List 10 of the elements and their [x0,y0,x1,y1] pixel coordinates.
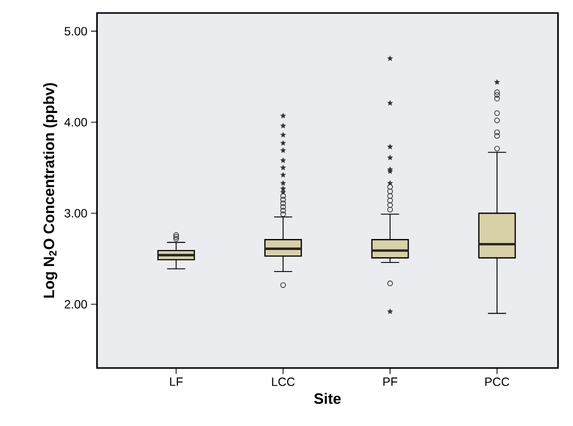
y-tick-label: 4.00 [64,118,87,126]
x-tick-label: LCC [272,378,295,386]
y-axis-title: Log N$_{2}$O Concentration (ppbv) [43,83,58,298]
y-tick-label: 2.00 [64,300,87,309]
x-tick-label: PF [383,378,398,386]
x-tick-label: LF [170,378,183,386]
x-tick-label: PCC [485,378,510,386]
x-axis-title: Site [314,392,341,404]
y-tick-label: 3.00 [64,209,87,218]
y-tick-label: 5.00 [64,26,87,36]
